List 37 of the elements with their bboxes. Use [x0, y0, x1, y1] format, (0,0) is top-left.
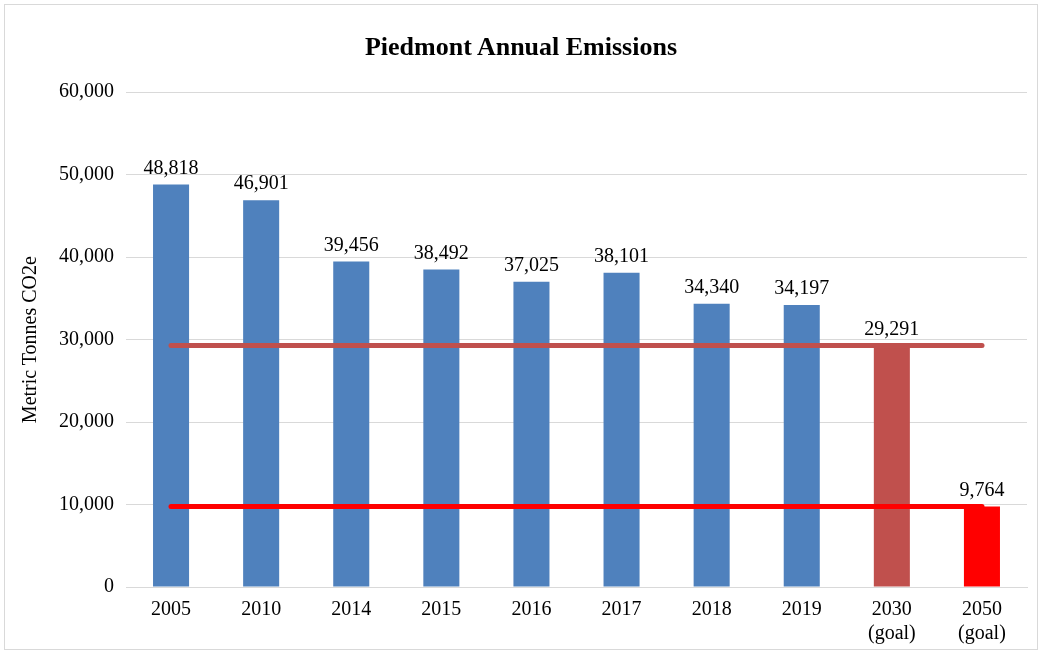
- x-tick-label: 2019: [781, 597, 822, 620]
- x-tick-label: 2014: [331, 597, 372, 620]
- y-tick-label: 60,000: [59, 79, 114, 102]
- data-label: 9,764: [959, 477, 1005, 500]
- chart-title: Piedmont Annual Emissions: [364, 32, 678, 62]
- x-tick-label: 2030 (goal): [867, 597, 916, 645]
- x-tick-label: 2015: [421, 597, 462, 620]
- bar: [783, 304, 820, 587]
- data-label: 29,291: [864, 316, 920, 339]
- x-tick-label: 2010: [241, 597, 282, 620]
- data-label: 34,340: [684, 275, 740, 298]
- y-tick-label: 50,000: [59, 161, 114, 184]
- data-label: 37,025: [503, 252, 559, 275]
- x-tick-label: 2017: [601, 597, 642, 620]
- y-axis-title: Metric Tonnes CO2e: [18, 255, 41, 424]
- y-tick-label: 10,000: [59, 491, 114, 514]
- bar: [243, 200, 280, 587]
- x-tick-label: 2018: [691, 597, 732, 620]
- data-label: 38,101: [594, 244, 650, 267]
- bar: [603, 272, 640, 587]
- data-label: 46,901: [233, 171, 289, 194]
- y-tick-label: 30,000: [59, 326, 114, 349]
- bar: [423, 269, 460, 587]
- x-tick-label: 2016: [511, 597, 552, 620]
- data-label: 48,818: [143, 155, 199, 178]
- x-tick-label: 2005: [151, 597, 192, 620]
- x-tick-label: 2050 (goal): [958, 597, 1006, 645]
- data-label: 34,197: [774, 276, 830, 299]
- y-tick-label: 0: [104, 574, 114, 597]
- y-tick-label: 20,000: [59, 409, 114, 432]
- bar: [693, 303, 730, 587]
- bar: [513, 281, 550, 587]
- bar: [333, 261, 370, 587]
- bar: [153, 184, 190, 587]
- data-label: 38,492: [413, 240, 469, 263]
- y-tick-label: 40,000: [59, 244, 114, 267]
- data-label: 39,456: [323, 232, 379, 255]
